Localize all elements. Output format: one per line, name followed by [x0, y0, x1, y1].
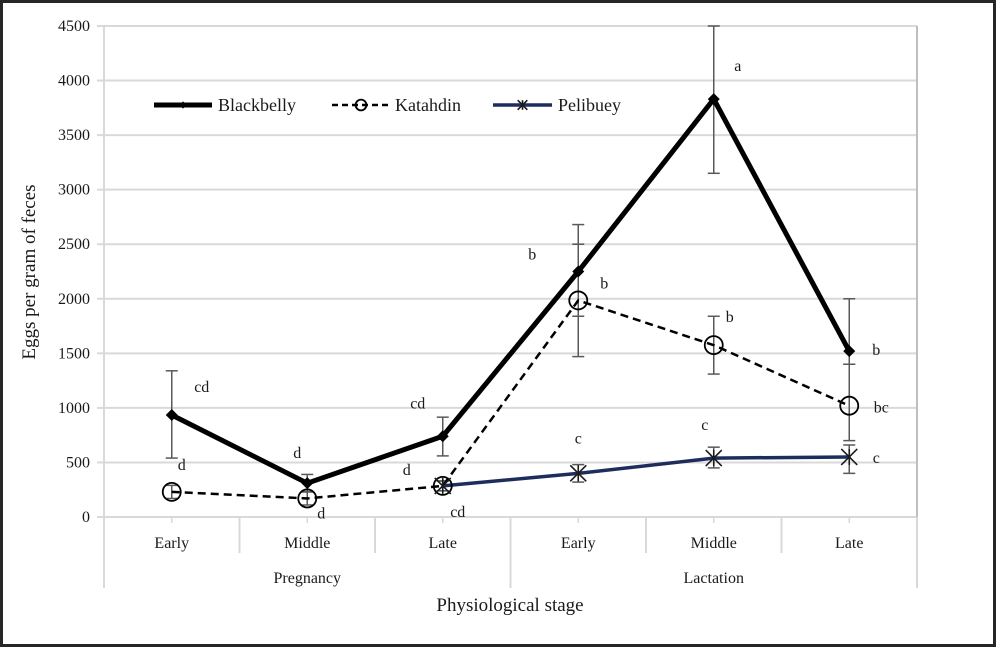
asterisk-marker [569, 464, 587, 482]
x-category-label: Early [154, 535, 189, 552]
legend-label: Blackbelly [218, 95, 296, 115]
significance-letter: cd [194, 379, 209, 396]
y-tick-label: 1500 [58, 345, 90, 362]
y-tick-label: 2500 [58, 236, 90, 253]
significance-letter: b [600, 275, 608, 292]
circle-marker [839, 395, 860, 416]
circle-marker [703, 335, 724, 356]
x-group-label: Pregnancy [273, 570, 341, 587]
y-tick-label: 2000 [58, 291, 90, 308]
legend-item-pelibuey: Pelibuey [493, 95, 621, 115]
significance-letter: c [575, 430, 582, 447]
legend-label: Katahdin [395, 95, 461, 115]
y-tick-label: 4000 [58, 73, 90, 90]
asterisk-marker [434, 477, 452, 495]
significance-letter: bc [874, 400, 889, 417]
y-tick-labels: 0 500 1000 1500 2000 2500 3000 3500 4000 4500 [58, 18, 90, 526]
series-lines [170, 96, 852, 500]
error-bar [843, 363, 856, 442]
x-category-label: Middle [284, 535, 330, 552]
x-group-label: Lactation [684, 570, 744, 587]
series-line-katahdin [171, 299, 850, 500]
significance-letter: a [734, 58, 741, 75]
significance-letter: d [178, 457, 186, 474]
significance-letter: d [317, 505, 325, 522]
y-axis-title: Eggs per gram of feces [19, 184, 40, 359]
significance-letter: cd [410, 395, 425, 412]
legend-item-katahdin: Katahdin [332, 95, 461, 115]
axes [97, 25, 918, 588]
significance-letter: b [528, 247, 536, 264]
diamond-marker [843, 345, 856, 358]
significance-letter: d [403, 462, 411, 479]
asterisk-marker [705, 449, 723, 467]
legend-item-blackbelly: Blackbelly [154, 95, 296, 115]
diamond-marker [179, 101, 187, 109]
series-markers [161, 93, 860, 509]
diamond-marker [572, 265, 585, 278]
circle-marker [161, 482, 182, 502]
circle-marker [354, 98, 368, 112]
diamond-marker [301, 477, 314, 490]
diamond-marker [707, 93, 720, 106]
x-category-label: Early [561, 535, 596, 552]
significance-letter: c [873, 450, 880, 467]
circle-marker [297, 488, 318, 509]
circle-marker [568, 290, 589, 311]
asterisk-marker [517, 99, 528, 111]
y-tick-label: 4500 [58, 18, 90, 35]
y-tick-label: 1000 [58, 400, 90, 417]
significance-letter: d [293, 445, 301, 462]
legend-label: Pelibuey [558, 95, 621, 115]
asterisk-marker [840, 448, 858, 466]
y-tick-label: 3000 [58, 182, 90, 199]
x-category-labels: Early Middle Late Early Middle Late Pregnancy L… [154, 535, 863, 587]
x-category-label: Late [429, 535, 457, 552]
y-tick-label: 500 [66, 454, 90, 471]
y-tick-label: 0 [82, 509, 90, 526]
diamond-marker [165, 408, 178, 421]
circle-marker [432, 476, 453, 496]
significance-letters: cd d cd b a b d d d b b bc cd c c c [178, 58, 889, 522]
y-tick-label: 3500 [58, 127, 90, 144]
series-line-pelibuey [442, 455, 850, 488]
significance-letter: b [726, 309, 734, 326]
x-axis-title: Physiological stage [436, 595, 583, 616]
error-bars [165, 25, 856, 506]
significance-letter: cd [450, 504, 465, 521]
significance-letter: b [872, 342, 880, 359]
legend: Blackbelly Katahdin Pelibuey [154, 95, 621, 115]
diamond-marker [436, 430, 449, 443]
series-line-blackbelly [170, 96, 852, 486]
significance-letter: c [701, 417, 708, 434]
x-category-label: Late [835, 535, 863, 552]
x-category-label: Middle [691, 535, 737, 552]
